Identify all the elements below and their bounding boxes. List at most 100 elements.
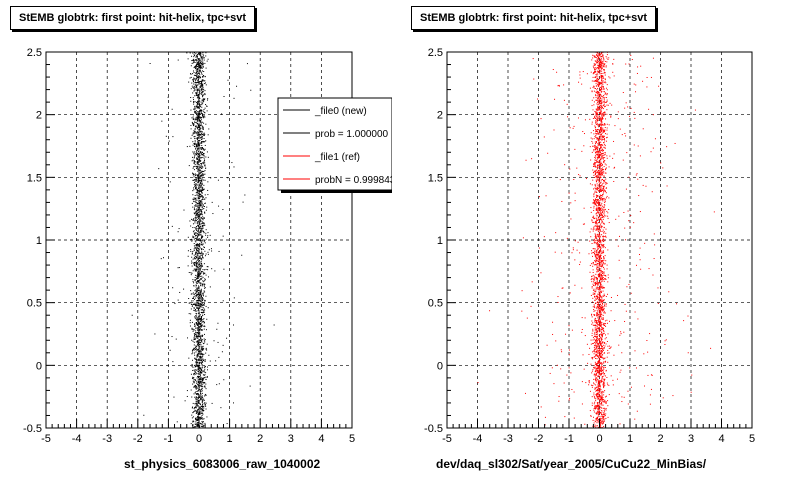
data-point (598, 241, 600, 243)
data-point (196, 209, 198, 211)
data-point (213, 340, 215, 342)
data-point (200, 242, 202, 244)
data-point (200, 405, 202, 407)
data-point (604, 81, 606, 83)
data-point (596, 340, 598, 342)
data-point (592, 179, 594, 181)
data-point (594, 345, 596, 347)
data-point (199, 378, 201, 380)
data-point (591, 386, 593, 388)
data-point (196, 237, 198, 239)
data-point (197, 106, 199, 108)
data-point (202, 101, 204, 103)
data-point (201, 257, 203, 259)
data-point (597, 173, 599, 175)
data-point (149, 62, 151, 64)
legend-entry-label: probN = 0.999843 (315, 175, 396, 186)
data-point (592, 342, 594, 344)
data-point (201, 187, 203, 189)
data-point (203, 59, 205, 61)
data-point (194, 316, 196, 318)
data-point (593, 200, 595, 202)
data-point (201, 116, 203, 118)
data-point (197, 155, 199, 157)
data-point (195, 423, 197, 425)
data-point (198, 330, 200, 332)
data-point (595, 170, 597, 172)
data-point (196, 268, 198, 270)
data-point (603, 187, 605, 189)
data-point (201, 381, 203, 383)
data-point (598, 296, 600, 298)
data-point (601, 78, 603, 80)
data-point (192, 79, 194, 81)
data-point (198, 194, 200, 196)
data-point (195, 227, 197, 229)
data-point (193, 85, 195, 87)
data-point (193, 74, 195, 76)
data-point (595, 302, 597, 304)
data-point (204, 159, 206, 161)
data-point (593, 97, 595, 99)
data-point (597, 269, 599, 271)
data-point (200, 398, 202, 400)
data-point (204, 164, 206, 166)
data-point (199, 181, 201, 183)
data-point (604, 334, 606, 336)
data-point (199, 385, 201, 387)
data-point (598, 265, 600, 267)
data-point (202, 102, 204, 104)
data-point (200, 117, 202, 119)
data-point (600, 101, 602, 103)
plot-left: -5 -4 -3 -2 -1 0 1 2 3 4 5-0.500.511.522.5_file0 (… (23, 47, 400, 445)
data-point (198, 261, 200, 263)
data-point (195, 147, 197, 149)
data-point (194, 121, 196, 123)
data-point (202, 54, 204, 56)
data-point (607, 217, 609, 219)
data-point (204, 395, 206, 397)
data-point (200, 163, 202, 165)
data-point (593, 72, 595, 74)
data-point (198, 322, 200, 324)
data-point (599, 61, 601, 63)
data-point (200, 369, 202, 371)
data-point (601, 219, 603, 221)
data-point (206, 416, 208, 418)
data-point (594, 351, 596, 353)
data-point (197, 258, 199, 260)
data-point (197, 422, 199, 424)
data-point (602, 295, 604, 297)
data-point (183, 288, 185, 290)
data-point (197, 146, 199, 148)
data-point (203, 88, 205, 90)
data-point (600, 95, 602, 97)
data-point (597, 324, 599, 326)
data-point (203, 322, 205, 324)
data-point (200, 378, 202, 380)
data-point (600, 347, 602, 349)
data-point (195, 297, 197, 299)
data-point (194, 179, 196, 181)
data-point (201, 241, 203, 243)
x-tick-label: -1 (164, 433, 174, 445)
data-point (199, 323, 201, 325)
data-point (199, 328, 201, 330)
data-point (596, 156, 598, 158)
data-point (193, 143, 195, 145)
data-point (195, 251, 197, 253)
data-point (199, 332, 201, 334)
data-point (594, 307, 596, 309)
data-point (604, 418, 606, 420)
data-point (196, 113, 198, 115)
data-point (198, 396, 200, 398)
data-point (197, 61, 199, 63)
data-point (196, 87, 198, 89)
data-point (594, 202, 596, 204)
data-point (598, 252, 600, 254)
data-point (195, 303, 197, 305)
data-point (200, 202, 202, 204)
data-point (198, 383, 200, 385)
data-point (597, 106, 599, 108)
data-point (199, 193, 201, 195)
